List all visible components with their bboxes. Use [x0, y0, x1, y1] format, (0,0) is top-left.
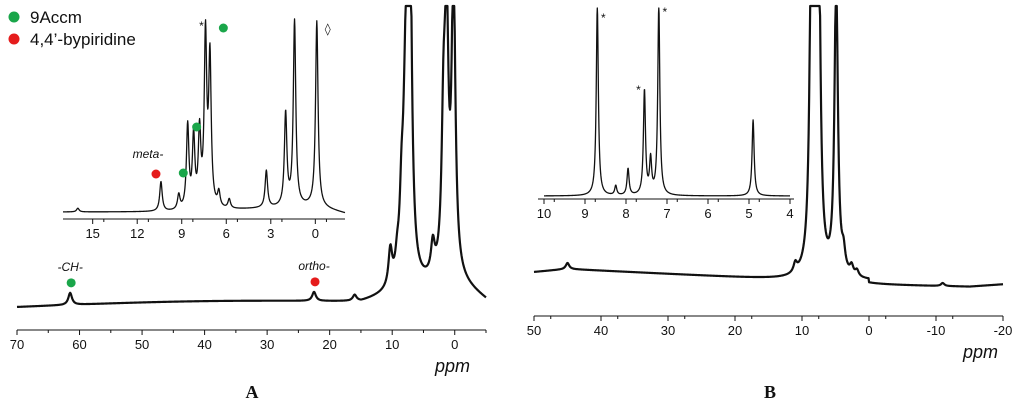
x-tick-label: 60 — [72, 337, 86, 352]
panel-b-ticks: 50 40 30 20 10 0 -10 -20 — [527, 316, 1013, 338]
x-tick-label: 3 — [267, 226, 274, 241]
annotation-symbol: * — [662, 5, 667, 19]
x-tick-label: 6 — [223, 226, 230, 241]
panel-b-x-label: ppm — [962, 342, 998, 362]
panel-a-inset-ticks: 15 12 9 6 3 0 — [85, 219, 327, 241]
annotation-label: ortho- — [298, 259, 329, 273]
x-tick-label: 12 — [130, 226, 144, 241]
x-tick-label: 4 — [786, 206, 793, 221]
legend-label: 9Accm — [30, 8, 82, 27]
x-tick-label: 30 — [661, 323, 675, 338]
x-tick-label: 7 — [663, 206, 670, 221]
annotation-symbol: * — [601, 11, 606, 25]
panel-b-inset-spectrum — [543, 7, 791, 197]
panel-b-inset-annotations: * * * — [601, 5, 668, 97]
panel-b-label: B — [764, 382, 776, 402]
annotation-marker — [151, 169, 161, 179]
legend-marker — [8, 11, 20, 23]
x-tick-label: 0 — [865, 323, 872, 338]
panel-a-inset-spectrum — [62, 18, 346, 214]
x-tick-label: 0 — [312, 226, 319, 241]
panel-a-ticks: 70 60 50 40 30 20 10 0 — [10, 330, 487, 352]
panel-a-spectrum — [16, 4, 487, 309]
x-tick-label: 9 — [581, 206, 588, 221]
annotation-marker — [192, 122, 202, 132]
annotation-marker — [218, 23, 228, 33]
panel-a-label: A — [246, 382, 259, 402]
annotation-symbol: * — [636, 83, 641, 97]
x-tick-label: 10 — [385, 337, 399, 352]
x-tick-label: 30 — [260, 337, 274, 352]
x-tick-label: -10 — [927, 323, 946, 338]
panel-b-inset-ticks: 10 9 8 7 6 5 4 — [537, 199, 794, 221]
x-tick-label: 10 — [537, 206, 551, 221]
annotation-symbol: * — [199, 19, 204, 33]
x-tick-label: 70 — [10, 337, 24, 352]
annotation-marker — [178, 168, 188, 178]
x-tick-label: 10 — [795, 323, 809, 338]
x-tick-label: 8 — [622, 206, 629, 221]
x-tick-label: 40 — [594, 323, 608, 338]
annotation-marker — [66, 278, 76, 288]
panel-b-spectrum — [533, 4, 1004, 288]
legend-label: 4,4’-bypiridine — [30, 30, 136, 49]
x-tick-label: 0 — [451, 337, 458, 352]
x-tick-label: 15 — [85, 226, 99, 241]
annotation-symbol: ◊ — [325, 22, 331, 36]
x-tick-label: 50 — [135, 337, 149, 352]
x-tick-label: 9 — [178, 226, 185, 241]
x-tick-label: 6 — [704, 206, 711, 221]
panel-a-annotations: -CH-ortho- — [57, 259, 330, 288]
legend-marker — [8, 33, 20, 45]
x-tick-label: -20 — [994, 323, 1013, 338]
panel-a-inset-annotations: meta- * ◊ — [133, 19, 331, 179]
panel-a: 70 60 50 40 30 20 10 0 ppm A -CH-ortho- 15 12 9 6 3… — [8, 4, 487, 402]
panel-a-x-label: ppm — [434, 356, 470, 376]
x-tick-label: 40 — [197, 337, 211, 352]
legend: 9Accm 4,4’-bypiridine — [8, 8, 136, 49]
annotation-label: -CH- — [57, 260, 82, 274]
annotation-label: meta- — [133, 147, 164, 161]
x-tick-label: 20 — [322, 337, 336, 352]
panel-b: 50 40 30 20 10 0 -10 -20 ppm B 10 9 8 7 6 5 4 * * * — [527, 4, 1013, 402]
x-tick-label: 20 — [728, 323, 742, 338]
annotation-marker — [310, 277, 320, 287]
x-tick-label: 5 — [745, 206, 752, 221]
x-tick-label: 50 — [527, 323, 541, 338]
